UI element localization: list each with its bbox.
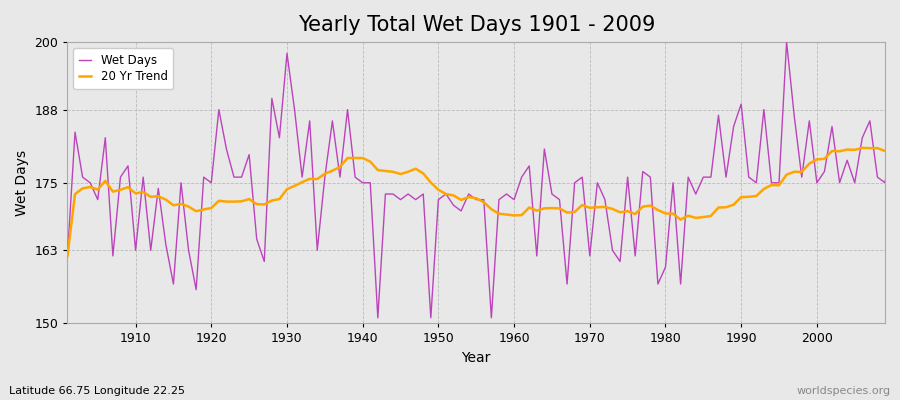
Wet Days — [251, 237, 262, 242]
Legend: Wet Days, 20 Yr Trend: Wet Days, 20 Yr Trend — [74, 48, 174, 89]
20 Yr Trend — [546, 206, 557, 210]
Y-axis label: Wet Days: Wet Days — [15, 150, 29, 216]
20 Yr Trend — [373, 168, 383, 172]
Wet Days — [380, 192, 391, 196]
Wet Days — [554, 197, 565, 202]
Wet Days — [781, 40, 792, 44]
Line: 20 Yr Trend: 20 Yr Trend — [68, 148, 900, 256]
20 Yr Trend — [872, 146, 883, 150]
Wet Days — [455, 208, 466, 213]
X-axis label: Year: Year — [462, 351, 490, 365]
Text: worldspecies.org: worldspecies.org — [796, 386, 891, 396]
20 Yr Trend — [274, 197, 284, 202]
Line: Wet Days: Wet Days — [68, 42, 900, 318]
Wet Days — [879, 180, 890, 185]
Wet Days — [274, 135, 284, 140]
Wet Days — [895, 180, 900, 185]
20 Yr Trend — [895, 150, 900, 155]
Wet Days — [373, 315, 383, 320]
20 Yr Trend — [857, 146, 868, 150]
Title: Yearly Total Wet Days 1901 - 2009: Yearly Total Wet Days 1901 - 2009 — [298, 15, 655, 35]
20 Yr Trend — [251, 202, 262, 206]
20 Yr Trend — [448, 193, 459, 198]
20 Yr Trend — [62, 254, 73, 258]
Wet Days — [62, 254, 73, 258]
Text: Latitude 66.75 Longitude 22.25: Latitude 66.75 Longitude 22.25 — [9, 386, 185, 396]
